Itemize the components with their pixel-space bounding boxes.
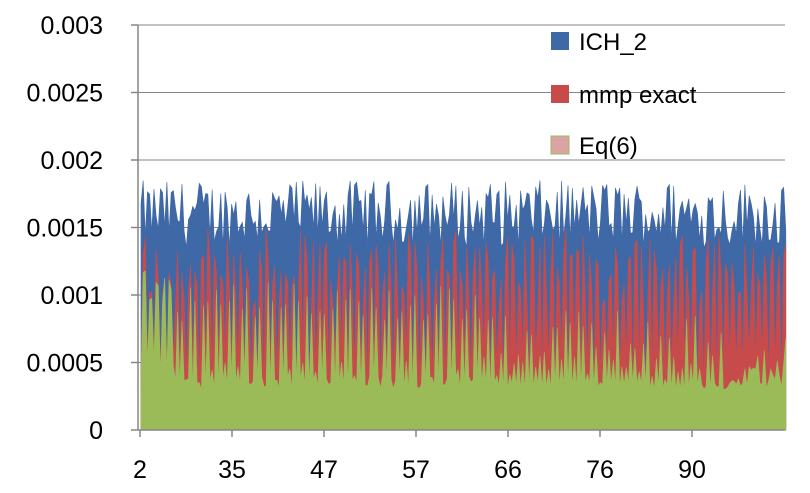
y-tick-label: 0.003 (40, 12, 103, 40)
x-tick-label: 35 (218, 456, 246, 484)
x-tick-label: 57 (402, 456, 430, 484)
x-tick-label: 90 (678, 456, 706, 484)
legend-label-eq6: Eq(6) (579, 133, 638, 160)
y-tick-label: 0.0005 (27, 350, 103, 378)
series-eq6-area (140, 270, 787, 431)
x-tick-label: 76 (586, 456, 614, 484)
legend-swatch-eq6 (550, 135, 570, 155)
y-tick-labels: 0 0.0005 0.001 0.0015 0.002 0.0025 0.003 (27, 12, 103, 445)
y-tick-label: 0.001 (40, 282, 103, 310)
legend-swatch-mmp-exact (551, 85, 569, 103)
y-tick-label: 0.002 (40, 147, 103, 175)
axes (131, 24, 785, 437)
x-tick-label: 66 (494, 456, 522, 484)
series-layer (140, 180, 787, 431)
legend-label-mmp-exact: mmp exact (579, 82, 697, 109)
x-tick-labels: 2 35 47 57 66 76 90 (133, 456, 706, 484)
y-tick-label: 0.0015 (27, 215, 103, 243)
y-tick-label: 0 (89, 417, 103, 445)
legend-label-ich2: ICH_2 (579, 29, 647, 56)
x-tick-label: 2 (133, 456, 147, 484)
y-tick-label: 0.0025 (27, 80, 103, 108)
legend-swatch-ich2 (551, 32, 569, 50)
legend: ICH_2 mmp exact Eq(6) (550, 29, 697, 160)
x-tick-label: 47 (310, 456, 338, 484)
